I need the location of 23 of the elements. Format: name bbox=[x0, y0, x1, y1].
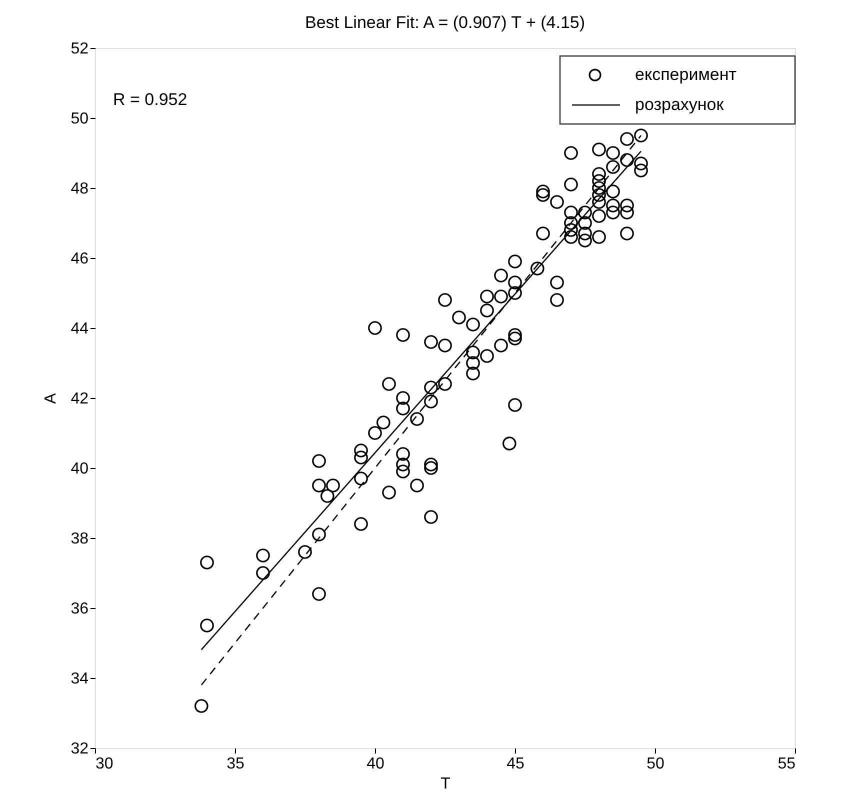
y-axis-title: A bbox=[42, 392, 60, 404]
x-tick-label: 30 bbox=[96, 756, 114, 772]
y-tick-label: 44 bbox=[70, 320, 89, 338]
annotation: R = 0.952 bbox=[113, 90, 188, 109]
y-tick-label: 46 bbox=[70, 250, 89, 268]
y-tick-label: 50 bbox=[70, 110, 89, 128]
y-tick-label: 32 bbox=[70, 740, 89, 758]
y-tick-label: 52 bbox=[70, 40, 89, 58]
x-tick-label: 50 bbox=[646, 756, 664, 772]
legend-label: розрахунок bbox=[635, 95, 724, 114]
y-tick-label: 48 bbox=[70, 180, 89, 198]
y-tick-label: 40 bbox=[70, 460, 89, 478]
legend-label: експеримент bbox=[635, 65, 737, 84]
y-tick-label: 36 bbox=[70, 600, 89, 618]
y-tick-label: 42 bbox=[70, 390, 89, 408]
y-tick-label: 38 bbox=[70, 530, 89, 548]
x-tick-label: 55 bbox=[778, 756, 796, 772]
chart-title: Best Linear Fit: A = (0.907) T + (4.15) bbox=[304, 13, 586, 32]
x-tick-label: 40 bbox=[366, 756, 384, 772]
x-axis-title: T bbox=[440, 776, 451, 792]
x-tick-label: 35 bbox=[226, 756, 244, 772]
x-tick-label: 45 bbox=[506, 756, 524, 772]
y-tick-label: 34 bbox=[70, 670, 89, 688]
